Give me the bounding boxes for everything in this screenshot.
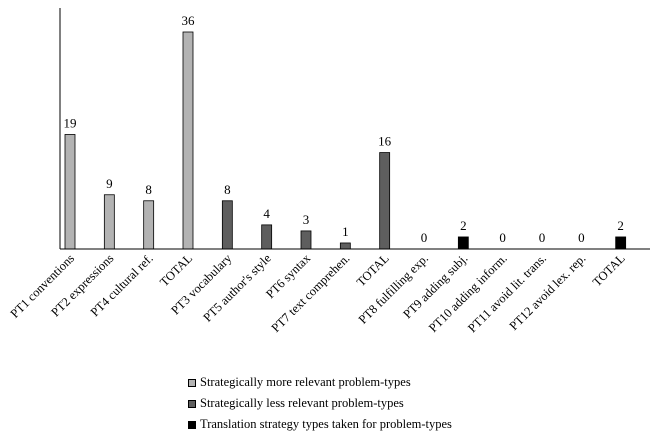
data-label-pt6-syntax-6: 3 <box>303 212 310 227</box>
data-label-total-8: 16 <box>378 134 392 149</box>
bar-pt3-vocabulary-4 <box>221 200 233 250</box>
bar-pt9-adding-subj-10 <box>457 236 469 250</box>
legend-label-strategy-types: Translation strategy types taken for pro… <box>200 417 452 431</box>
legend-item-more-relevant: Strategically more relevant problem-type… <box>188 372 452 393</box>
bar-total-14 <box>615 236 627 250</box>
tick-label-total-14: TOTAL <box>590 251 628 289</box>
legend-swatch-less-relevant <box>188 399 196 408</box>
data-label-pt12-avoid-lex-rep-13: 0 <box>578 230 585 245</box>
legend-item-strategy-types: Translation strategy types taken for pro… <box>188 414 452 435</box>
tick-label-pt8-fulfilling-exp-9: PT8 fulfilling exp. <box>356 251 431 326</box>
legend-swatch-strategy-types <box>188 420 196 429</box>
legend-item-less-relevant: Strategically less relevant problem-type… <box>188 393 452 414</box>
data-label-pt7-text-comprehen-7: 1 <box>342 224 349 239</box>
bars <box>64 31 627 250</box>
legend-swatch-more-relevant <box>188 378 196 387</box>
bar-total-8 <box>379 152 391 250</box>
data-label-pt11-avoid-lit-trans-12: 0 <box>539 230 546 245</box>
tick-label-pt5-author-s-style-5: PT5 author's style <box>200 251 274 325</box>
data-label-pt5-author-s-style-5: 4 <box>263 206 270 221</box>
legend-label-less-relevant: Strategically less relevant problem-type… <box>200 396 404 410</box>
data-labels: 19 9 8 36 8 4 3 1 16 0 2 0 0 0 2 <box>64 13 624 245</box>
bar-total-3 <box>182 31 194 250</box>
data-label-pt1-conventions-0: 19 <box>64 115 77 130</box>
data-label-pt3-vocabulary-4: 8 <box>224 182 231 197</box>
data-label-total-14: 2 <box>617 218 624 233</box>
bar-pt6-syntax-6 <box>300 230 312 250</box>
bar-pt4-cultural-ref-2 <box>143 200 155 250</box>
bar-pt5-author-s-style-5 <box>261 224 273 250</box>
data-label-pt8-fulfilling-exp-9: 0 <box>421 230 428 245</box>
data-label-total-3: 36 <box>182 13 196 28</box>
tick-label-total-8: TOTAL <box>354 251 392 289</box>
data-label-pt10-adding-inform-11: 0 <box>499 230 506 245</box>
bar-pt1-conventions-0 <box>64 134 76 250</box>
data-label-pt2-expressions-1: 9 <box>106 176 113 191</box>
legend-label-more-relevant: Strategically more relevant problem-type… <box>200 375 411 389</box>
tick-label-pt12-avoid-lex-rep-13: PT12 avoid lex. rep. <box>507 251 589 333</box>
legend: Strategically more relevant problem-type… <box>188 372 452 435</box>
data-label-pt4-cultural-ref-2: 8 <box>145 182 152 197</box>
tick-label-total-3: TOTAL <box>157 251 195 289</box>
bar-pt7-text-comprehen-7 <box>339 242 351 250</box>
data-label-pt9-adding-subj-10: 2 <box>460 218 467 233</box>
tick-label-pt7-text-comprehen-7: PT7 text comprehen. <box>269 251 353 335</box>
bar-pt2-expressions-1 <box>103 194 115 250</box>
